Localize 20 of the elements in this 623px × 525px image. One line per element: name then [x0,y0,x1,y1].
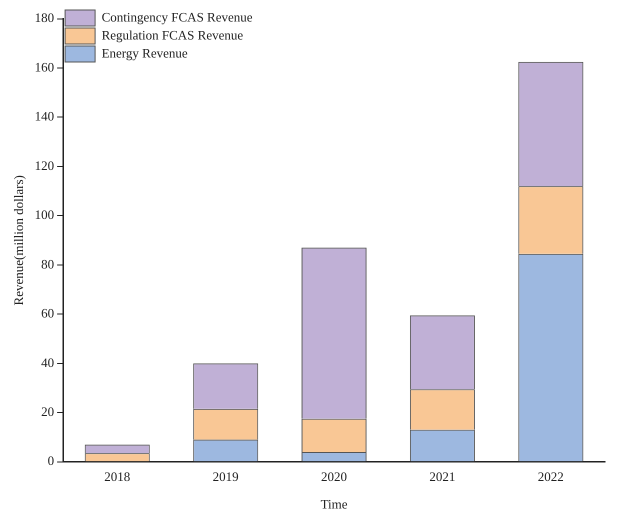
legend-label: Contingency FCAS Revenue [102,9,253,24]
legend-label: Regulation FCAS Revenue [102,27,244,42]
y-tick-label: 120 [34,158,54,173]
y-axis-title: Revenue(million dollars) [11,175,26,306]
x-tick-label: 2020 [321,469,348,484]
y-tick-label: 0 [48,453,54,468]
y-tick-label: 20 [41,404,54,419]
y-tick-label: 40 [41,354,54,370]
x-tick-label: 2018 [104,469,130,484]
y-tick-label: 80 [41,256,54,272]
y-tick-label: 160 [34,59,54,74]
y-tick-label: 100 [34,207,54,222]
legend-label: Energy Revenue [102,45,188,60]
x-tick-label: 2019 [212,469,239,484]
x-tick-label: 2021 [429,469,456,484]
x-axis-title: Time [320,496,348,512]
y-tick-label: 140 [34,108,54,124]
y-tick-label: 180 [34,10,54,26]
x-tick-label: 2022 [538,469,564,484]
y-tick-label: 60 [41,306,54,321]
